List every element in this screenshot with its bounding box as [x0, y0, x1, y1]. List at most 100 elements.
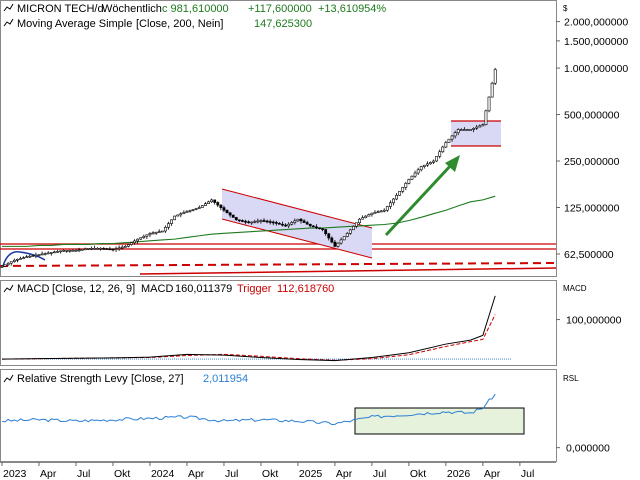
candle-body [441, 146, 445, 153]
candle-body [370, 212, 374, 215]
candle-body [355, 222, 358, 227]
rsl-y-axis: 0,000000 [556, 443, 610, 455]
breakout-arrow-shaft [384, 162, 454, 237]
price-panel-frame [0, 0, 557, 277]
candle-body [151, 232, 155, 235]
candle-body [120, 246, 124, 249]
candle-body [65, 250, 69, 252]
candle-body [210, 199, 214, 203]
x-tick-label: 2026 [447, 468, 471, 480]
macd-legend: MACD [Close, 12, 26, 9] MACD 160,011379 … [3, 283, 587, 295]
candle-body [265, 220, 269, 223]
candle-body [93, 248, 96, 250]
price-change-pct: +13,610954% [318, 3, 386, 15]
x-axis-ticks: 2023 Apr Jul Okt 2024 Apr Jul Okt 2025 Apr Jul Okt 2… [1, 462, 534, 480]
candle-body [40, 253, 44, 256]
candle-body [432, 160, 435, 163]
x-tick-label: 2024 [151, 468, 175, 480]
candle-body [0, 266, 4, 268]
price-y-label: 62,500000 [564, 249, 614, 261]
x-tick-label: Jul [225, 468, 238, 480]
candle-body [219, 204, 223, 208]
rsl-legend: Relative Strength Levy [Close, 27] 2,011… [3, 373, 579, 385]
candle-body [12, 259, 16, 262]
candle-body [173, 215, 177, 221]
x-tick-label: Apr [484, 468, 501, 480]
candle-body [287, 223, 291, 227]
candles-layer [0, 67, 497, 268]
candle-body [330, 237, 334, 243]
x-tick-label: Jul [521, 468, 534, 480]
candle-body [299, 218, 303, 222]
candle-body [416, 169, 420, 174]
macd-line-icon [3, 284, 14, 293]
candle-body [490, 82, 494, 98]
bottom-arc [2, 251, 46, 267]
candle-body [293, 220, 297, 223]
candle-body [108, 248, 112, 251]
candle-body [3, 264, 7, 267]
trigger-label: Trigger [237, 283, 272, 295]
candle-body [250, 221, 254, 224]
x-tick-label: 2023 [3, 468, 27, 480]
candle-body [345, 233, 349, 237]
panel-frames [0, 0, 557, 463]
candle-body [333, 241, 337, 247]
price-y-label: 1.000,000000 [564, 63, 628, 75]
price-y-axis: 2.000,000000 1.500,000000 1.000,000000 500,… [556, 17, 628, 261]
candle-body [222, 207, 226, 211]
candle-body [348, 229, 352, 234]
candle-body [111, 248, 115, 251]
moving-average-line [2, 195, 496, 247]
candle-body [315, 226, 318, 229]
candle-body [105, 248, 109, 250]
candle-body [352, 225, 355, 231]
candle-body [59, 250, 62, 253]
breakout-arrow-head [445, 155, 460, 172]
candle-body [364, 215, 368, 218]
candle-body [456, 129, 460, 134]
candle-body [46, 252, 50, 255]
candle-body [435, 156, 439, 162]
x-tick-label: Jul [373, 468, 386, 480]
candle-body [96, 248, 99, 250]
ma-value: 147,625300 [254, 18, 312, 30]
candle-body [28, 255, 32, 258]
candle-body [247, 221, 251, 224]
price-interval: Wöchentlich [102, 3, 162, 15]
candle-body [102, 248, 106, 250]
candle-body [253, 221, 257, 223]
candle-body [176, 214, 180, 217]
rsl-panel-frame [0, 369, 557, 462]
candle-body [167, 223, 170, 228]
candle-body [274, 222, 278, 224]
candle-body [358, 218, 361, 224]
candle-body [191, 209, 195, 211]
candle-body [117, 247, 121, 250]
price-y-label: 2.000,000000 [564, 17, 628, 29]
candle-body [444, 142, 448, 148]
candle-body [244, 220, 247, 223]
x-tick-label: Okt [262, 468, 278, 480]
candle-body [241, 220, 244, 222]
price-y-label: 1.500,000000 [564, 36, 628, 48]
rsl-axis-unit: RSL [563, 374, 579, 383]
candle-body [447, 138, 451, 143]
rsl-layer [1, 393, 496, 426]
long-trend-line [139, 267, 557, 275]
candle-body [9, 261, 13, 264]
candle-body [259, 220, 263, 222]
candle-body [53, 251, 56, 254]
candle-body [231, 214, 235, 218]
x-tick-label: Apr [336, 468, 353, 480]
dashed-support-line [0, 262, 557, 267]
candle-body [324, 229, 328, 235]
rsl-y-label: 0,000000 [566, 443, 610, 455]
candle-body [160, 230, 164, 233]
candle-body [373, 212, 377, 214]
ma-line-icon [3, 18, 14, 27]
candle-body [207, 201, 210, 204]
candle-body [237, 219, 241, 222]
macd-y-axis: 100,000000 [556, 315, 622, 327]
